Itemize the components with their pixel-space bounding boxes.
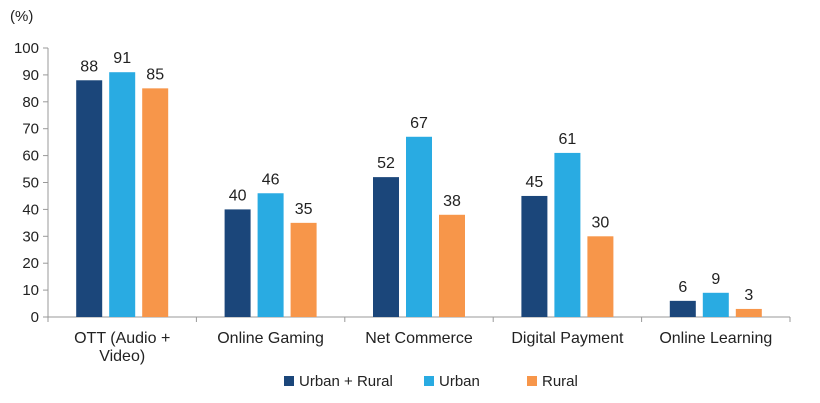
bar-rural bbox=[587, 236, 614, 317]
y-tick-label: 60 bbox=[22, 148, 39, 165]
data-label: 88 bbox=[80, 58, 98, 75]
x-axis: OTT (Audio + Video) Online Gaming Net Comme… bbox=[47, 316, 791, 365]
data-label: 61 bbox=[559, 131, 577, 148]
y-tick-label: 80 bbox=[22, 94, 39, 111]
y-tick-label: 50 bbox=[22, 175, 39, 192]
data-label: 3 bbox=[744, 287, 753, 304]
data-label: 35 bbox=[295, 201, 313, 218]
y-tick-label: 100 bbox=[14, 40, 39, 57]
y-axis: 0 10 20 30 40 50 60 70 80 90 100 bbox=[14, 40, 49, 326]
data-label: 38 bbox=[443, 193, 461, 210]
legend: Urban + Rural Urban Rural bbox=[284, 373, 578, 390]
bar-rural bbox=[439, 214, 465, 317]
data-label: 52 bbox=[377, 155, 395, 172]
bar-urban bbox=[257, 193, 284, 317]
data-label: 30 bbox=[592, 214, 610, 231]
bar-urban-rural bbox=[521, 195, 548, 317]
x-category-label: Net Commerce bbox=[365, 330, 473, 347]
x-category-label: Online Learning bbox=[659, 330, 772, 347]
bar-rural bbox=[290, 222, 317, 317]
y-tick-label: 30 bbox=[22, 228, 39, 245]
bar-urban-rural bbox=[669, 300, 696, 317]
bar-urban bbox=[702, 292, 729, 317]
data-label: 46 bbox=[262, 171, 280, 188]
bar-rural bbox=[142, 88, 169, 317]
bars: 88 40 52 45 6 91 46 67 61 9 85 35 38 30 3 bbox=[76, 50, 762, 318]
legend-label: Urban + Rural bbox=[299, 373, 393, 390]
y-tick-label: 70 bbox=[22, 121, 39, 138]
legend-label: Urban bbox=[439, 373, 480, 390]
data-label: 45 bbox=[526, 174, 544, 191]
legend-label: Rural bbox=[542, 373, 578, 390]
bar-urban bbox=[554, 152, 581, 317]
y-tick-label: 40 bbox=[22, 201, 39, 218]
bar-urban bbox=[109, 72, 136, 318]
x-category-label: Online Gaming bbox=[217, 330, 324, 347]
bar-urban-rural bbox=[76, 80, 103, 317]
x-category-label: Digital Payment bbox=[511, 330, 624, 347]
y-axis-unit-label: (%) bbox=[10, 8, 33, 25]
data-label: 40 bbox=[229, 187, 247, 204]
data-label: 9 bbox=[711, 271, 720, 288]
legend-swatch bbox=[527, 376, 537, 386]
data-label: 67 bbox=[410, 115, 428, 132]
legend-swatch bbox=[424, 376, 434, 386]
x-category-label: OTT (Audio + Video) bbox=[74, 330, 170, 365]
y-tick-label: 10 bbox=[22, 282, 39, 299]
data-label: 91 bbox=[113, 50, 131, 67]
bar-urban-rural bbox=[373, 177, 399, 317]
bar-urban-rural bbox=[224, 209, 251, 317]
bar-urban bbox=[406, 136, 432, 317]
data-label: 85 bbox=[146, 66, 164, 83]
y-tick-label: 0 bbox=[31, 309, 39, 326]
legend-swatch bbox=[284, 376, 294, 386]
bar-rural bbox=[735, 308, 762, 317]
y-tick-label: 20 bbox=[22, 255, 39, 272]
y-tick-label: 90 bbox=[22, 67, 39, 84]
data-label: 6 bbox=[678, 279, 687, 296]
